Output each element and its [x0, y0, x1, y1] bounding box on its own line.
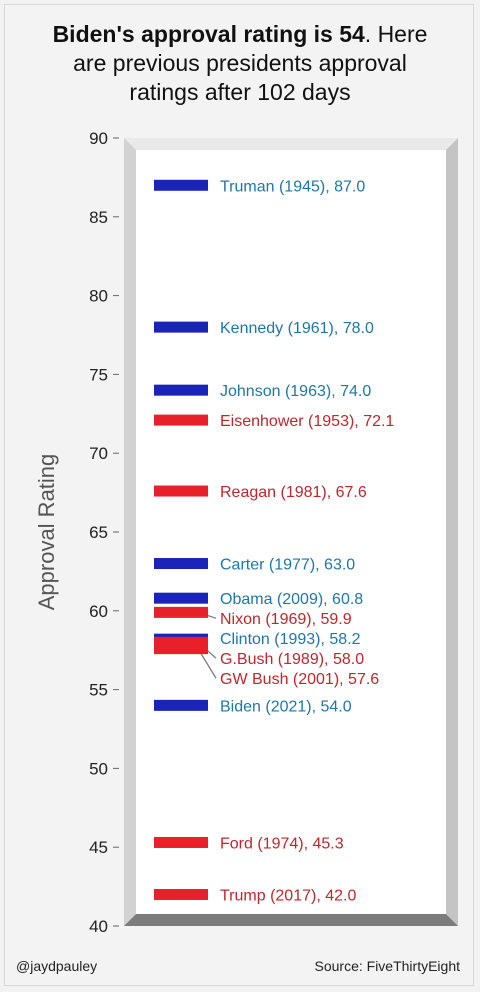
rating-label: Biden (2021), 54.0 [220, 698, 352, 715]
rating-label: Nixon (1969), 59.9 [220, 611, 352, 628]
rating-label: G.Bush (1989), 58.0 [220, 651, 364, 668]
rating-label: Carter (1977), 63.0 [220, 557, 355, 574]
rating-label: Clinton (1993), 58.2 [220, 631, 361, 648]
rating-bar [154, 485, 208, 497]
rating-bar [154, 636, 208, 648]
rating-bar [154, 643, 208, 655]
plot-bevel-right [446, 138, 458, 926]
rating-marks [154, 179, 208, 900]
rating-bar [154, 384, 208, 396]
rating-label: Johnson (1963), 74.0 [220, 383, 371, 400]
title-line-2: are previous presidents approval [73, 50, 407, 76]
source-text: Source: FiveThirtyEight [314, 958, 461, 974]
y-tick-label: 85 [89, 208, 108, 227]
y-tick-label: 80 [89, 287, 108, 306]
rating-bar [154, 592, 208, 604]
rating-labels: Truman (1945), 87.0 Kennedy (1961), 78.0 J… [220, 178, 394, 904]
rating-bar [154, 836, 208, 848]
rating-label: Trump (2017), 42.0 [220, 887, 356, 904]
rating-bar [154, 606, 208, 618]
rating-label: Kennedy (1961), 78.0 [220, 320, 374, 337]
title-line-3: ratings after 102 days [129, 79, 351, 105]
rating-bar [154, 699, 208, 711]
rating-label: Truman (1945), 87.0 [220, 178, 365, 195]
rating-label: Ford (1974), 45.3 [220, 835, 344, 852]
y-tick-label: 65 [89, 523, 108, 542]
rating-bar [154, 888, 208, 900]
rating-bar [154, 179, 208, 191]
y-tick-label: 90 [89, 129, 108, 148]
chart-title: Biden's approval rating is 54. Here are … [0, 20, 480, 107]
rating-label: Obama (2009), 60.8 [220, 591, 363, 608]
rating-bar [154, 414, 208, 426]
y-tick-label: 50 [89, 759, 108, 778]
plot-bevel-top [124, 138, 458, 150]
y-tick-label: 70 [89, 444, 108, 463]
rating-bar [154, 558, 208, 570]
y-tick-label: 40 [89, 917, 108, 936]
title-bold: Biden's approval rating is 54 [52, 21, 365, 47]
y-axis-ticks: 40 45 50 55 60 65 70 75 80 85 90 [89, 129, 119, 936]
rating-label: GW Bush (2001), 57.6 [220, 671, 379, 688]
y-tick-label: 45 [89, 838, 108, 857]
plot-face [136, 150, 446, 914]
credit-text: @jaydpauley [16, 958, 98, 974]
plot-bevel-bottom [124, 914, 458, 926]
title-rest: . Here [364, 21, 428, 47]
plot-bevel-left [124, 138, 136, 926]
y-tick-label: 55 [89, 681, 108, 700]
y-tick-label: 75 [89, 365, 108, 384]
plot-area [124, 138, 458, 926]
rating-bar [154, 321, 208, 333]
y-axis-label: Approval Rating [34, 454, 59, 611]
rating-label: Eisenhower (1953), 72.1 [220, 413, 394, 430]
y-tick-label: 60 [89, 602, 108, 621]
rating-label: Reagan (1981), 67.6 [220, 484, 367, 501]
